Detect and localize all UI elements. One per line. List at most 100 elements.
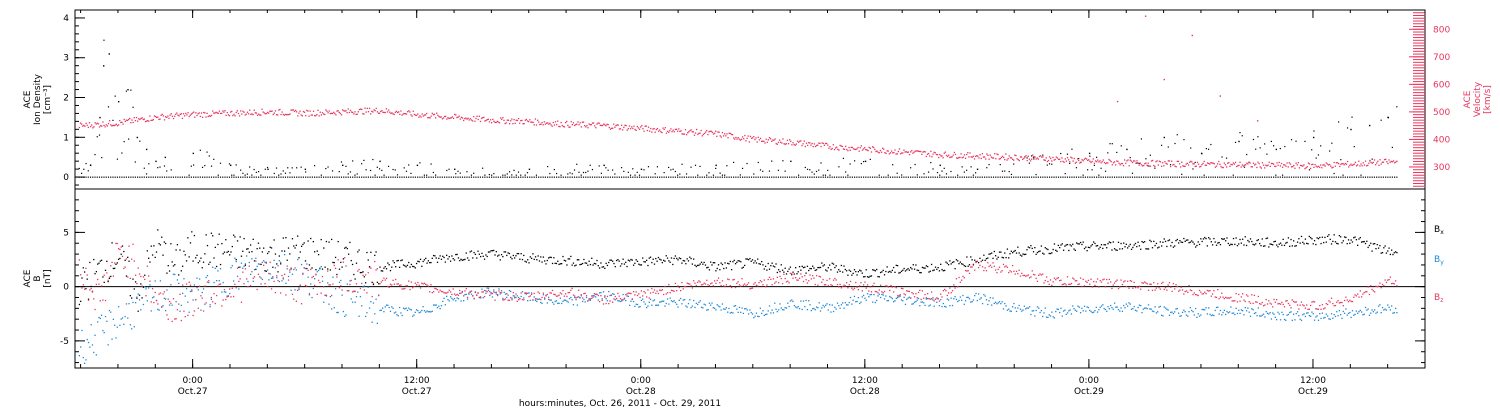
velocity-point [963,156,964,157]
density-point [1067,177,1068,178]
b-x-point [932,270,933,271]
b-y-point [599,292,600,293]
density-point [520,175,521,176]
velocity-point [1059,159,1060,160]
density-point [1029,163,1030,164]
density-point [422,177,423,178]
velocity-point [341,114,342,115]
velocity-point [105,126,106,127]
b-y-point [889,296,890,297]
velocity-point [1120,164,1121,165]
b-y-point [812,308,813,309]
b-z-point [370,268,371,269]
b-y-point [931,298,932,299]
density-point [726,165,727,166]
b-x-point [863,276,864,277]
b-z-point [202,297,203,298]
b-y-point [1168,309,1169,310]
b-y-point [705,304,706,305]
b-x-point [799,266,800,267]
b-x-point [173,265,174,266]
b-z-point [521,292,522,293]
density-point [1195,162,1196,163]
velocity-point [605,125,606,126]
velocity-point [200,116,201,117]
velocity-point [685,129,686,130]
b-z-point [412,287,413,288]
b-x-point [1050,253,1051,254]
b-y-point [1350,317,1351,318]
density-point [130,90,131,91]
b-x-point [677,259,678,260]
density-point [915,177,916,178]
velocity-point [634,129,635,130]
b-y-point [1173,313,1174,314]
b-z-point [355,291,356,292]
density-point [583,172,584,173]
b-x-point [638,264,639,265]
b-y-point [962,295,963,296]
b-y-point [253,281,254,282]
b-x-point [744,265,745,266]
b-x-point [1212,244,1213,245]
b-y-point [775,309,776,310]
b-x-point [268,251,269,252]
b-y-point [803,300,804,301]
b-x-point [152,254,153,255]
b-x-point [1294,246,1295,247]
b-x-point [182,266,183,267]
b-z-point [409,289,410,290]
b-y-point [230,267,231,268]
b-x-point [710,261,711,262]
density-point [782,160,783,161]
b-y-point [724,309,725,310]
b-y-point [293,269,294,270]
density-point [630,175,631,176]
density-point [1215,177,1216,178]
b-x-point [105,270,106,271]
b-y-point [1136,310,1137,311]
density-point [975,177,976,178]
velocity-point [490,119,491,120]
density-point [1047,177,1048,178]
density-point [935,177,936,178]
b-y-point [1218,313,1219,314]
density-point [1387,177,1388,178]
velocity-point [557,120,558,121]
b-x-point [1134,244,1135,245]
b-z-point [153,302,154,303]
b-y-point [96,354,97,355]
b-x-point [1243,244,1244,245]
velocity-point [630,128,631,129]
b-y-point [1100,307,1101,308]
b-z-point [836,279,837,280]
b-x-point [790,267,791,268]
b-z-point [613,298,614,299]
b-y-point [734,306,735,307]
b-y-point [1235,308,1236,309]
density-point [258,171,259,172]
b-x-point [1273,241,1274,242]
velocity-point [562,125,563,126]
b-z-point [830,284,831,285]
b-z-point [545,295,546,296]
velocity-point [948,155,949,156]
b-x-point [1269,243,1270,244]
velocity-point [219,111,220,112]
density-point [962,177,963,178]
density-point [388,177,389,178]
velocity-point [735,137,736,138]
density-point [301,167,302,168]
b-y-point [1000,303,1001,304]
density-point [673,169,674,170]
velocity-point [884,152,885,153]
density-point [717,177,718,178]
velocity-point [248,113,249,114]
velocity-point [1010,157,1011,158]
b-x-point [1276,244,1277,245]
velocity-point [879,152,880,153]
velocity-point [454,114,455,115]
b-z-point [415,283,416,284]
b-x-point [421,266,422,267]
velocity-point [944,153,945,154]
